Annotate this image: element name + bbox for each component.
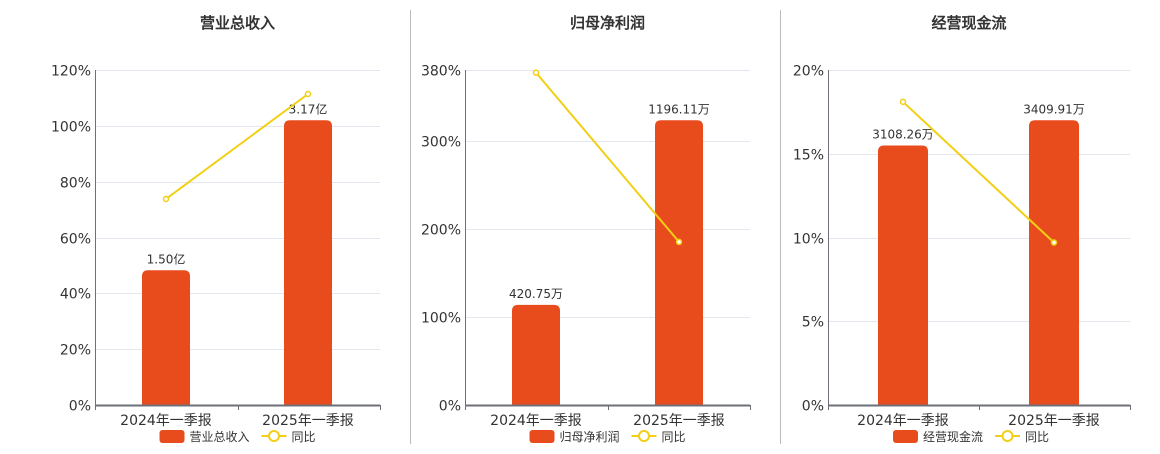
legend-bar-swatch bbox=[159, 430, 185, 443]
bar bbox=[878, 145, 928, 406]
legend-line-label: 同比 bbox=[662, 430, 686, 444]
x-tick-label: 2024年一季报 bbox=[490, 413, 582, 429]
chart-title: 营业总收入 bbox=[200, 14, 275, 32]
legend-line-marker bbox=[1001, 430, 1014, 442]
y-tick-label: 80% bbox=[60, 176, 91, 192]
line-point bbox=[899, 98, 907, 106]
line-point bbox=[532, 69, 540, 76]
y-tick-label: 100% bbox=[51, 120, 91, 136]
y-tick-label: 15% bbox=[793, 148, 824, 164]
line-point bbox=[675, 238, 683, 246]
y-tick-label: 300% bbox=[421, 135, 461, 151]
legend-line-marker bbox=[268, 430, 280, 442]
y-tick-label: 40% bbox=[60, 287, 91, 303]
y-tick-label: 0% bbox=[439, 399, 461, 415]
line-series bbox=[165, 93, 309, 200]
bar-data-label: 1.50亿 bbox=[147, 251, 186, 266]
y-tick-label: 60% bbox=[60, 232, 91, 248]
bar bbox=[655, 120, 703, 405]
legend-line-label: 同比 bbox=[292, 430, 316, 444]
y-tick-label: 0% bbox=[802, 399, 824, 415]
line-point bbox=[1050, 239, 1058, 246]
x-tick-label: 2025年一季报 bbox=[1008, 413, 1100, 429]
line-point bbox=[304, 90, 312, 98]
line-point bbox=[162, 195, 170, 203]
bar bbox=[142, 270, 190, 405]
y-tick-label: 20% bbox=[793, 64, 824, 80]
legend-bar-swatch bbox=[893, 430, 918, 443]
bar-data-label: 3108.26万 bbox=[872, 127, 934, 141]
legend-bar-label: 营业总收入 bbox=[190, 430, 250, 444]
y-tick-label: 100% bbox=[421, 311, 461, 327]
chart-title: 经营现金流 bbox=[931, 14, 1006, 32]
bar bbox=[284, 120, 332, 405]
x-tick-label: 2025年一季报 bbox=[633, 413, 725, 429]
y-tick-label: 20% bbox=[60, 343, 91, 359]
y-tick-label: 200% bbox=[421, 223, 461, 239]
y-tick-label: 5% bbox=[802, 315, 824, 331]
bar-data-label: 420.75万 bbox=[509, 287, 563, 301]
y-tick-label: 380% bbox=[421, 64, 461, 80]
bar-data-label: 1196.11万 bbox=[648, 102, 710, 116]
legend-line-marker bbox=[638, 430, 650, 442]
y-tick-label: 120% bbox=[51, 64, 91, 80]
x-tick-label: 2025年一季报 bbox=[262, 413, 354, 429]
bar-data-label: 3.17亿 bbox=[289, 101, 328, 116]
bar bbox=[1029, 120, 1079, 405]
chart-title: 归母净利润 bbox=[570, 14, 645, 32]
legend-bar-swatch bbox=[529, 430, 555, 443]
x-tick-label: 2024年一季报 bbox=[857, 413, 949, 429]
chart-3: 经营现金流 0% 5% 10% 15% 20% 3108.26万 2024年一季报 3409.9… bbox=[793, 14, 1131, 444]
line-series bbox=[535, 71, 680, 243]
legend-line-label: 同比 bbox=[1025, 430, 1049, 444]
x-tick-label: 2024年一季报 bbox=[120, 413, 212, 429]
line-series bbox=[902, 101, 1055, 244]
bar bbox=[512, 304, 560, 405]
legend-bar-label: 归母净利润 bbox=[560, 430, 620, 444]
legend-bar-label: 经营现金流 bbox=[923, 429, 983, 444]
bar-data-label: 3409.91万 bbox=[1023, 102, 1085, 116]
chart-1: 营业总收入 0% 20% 40% 60% 80% 100% 120% 1.50亿 2024年一季报… bbox=[51, 14, 381, 444]
y-tick-label: 0% bbox=[69, 399, 91, 415]
chart-2: 归母净利润 0% 100% 200% 300% 380% 420.75万 2024年一季报 11… bbox=[421, 14, 751, 444]
y-tick-label: 10% bbox=[793, 232, 824, 248]
